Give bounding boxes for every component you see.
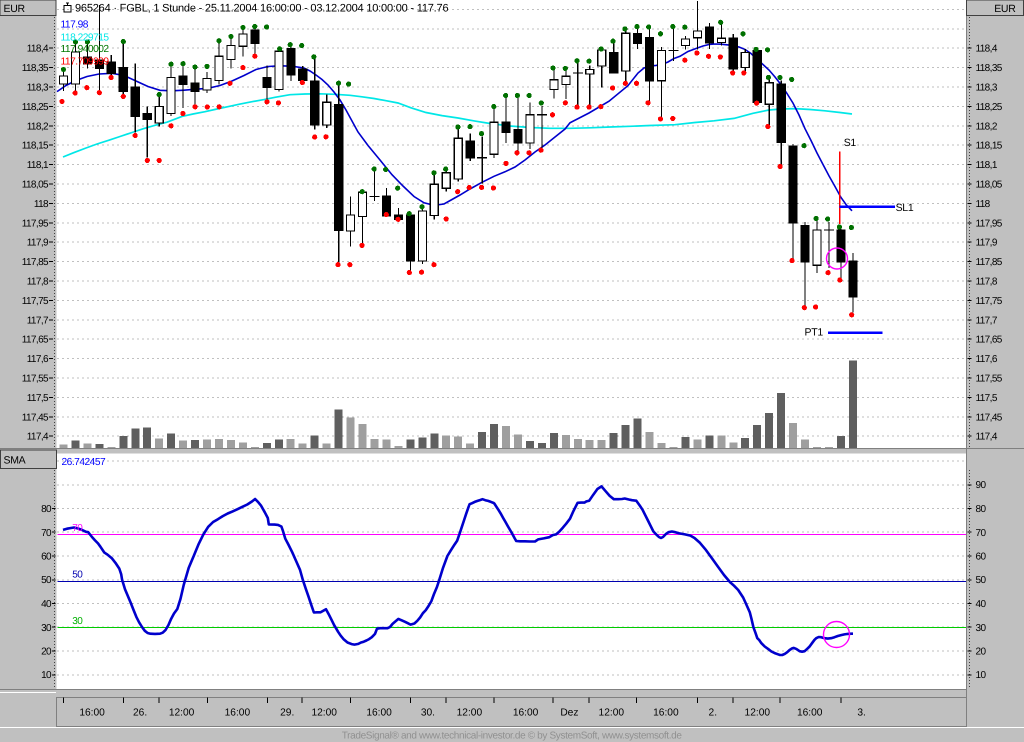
- svg-text:117,85: 117,85: [976, 257, 1003, 268]
- svg-text:117.709999: 117.709999: [61, 57, 110, 68]
- svg-text:50: 50: [72, 570, 83, 581]
- svg-text:SL1: SL1: [896, 202, 914, 214]
- svg-text:118,4: 118,4: [976, 44, 998, 55]
- svg-text:50: 50: [41, 575, 52, 586]
- svg-text:118,1: 118,1: [976, 160, 998, 171]
- svg-text:117,65: 117,65: [976, 335, 1003, 346]
- svg-text:30: 30: [72, 616, 83, 627]
- svg-text:60: 60: [976, 552, 987, 563]
- svg-text:117,65: 117,65: [22, 335, 49, 346]
- svg-text:118,05: 118,05: [22, 180, 49, 191]
- svg-text:117,8: 117,8: [27, 277, 49, 288]
- svg-text:90: 90: [976, 480, 987, 491]
- svg-text:118,2: 118,2: [976, 121, 998, 132]
- svg-text:70: 70: [72, 523, 83, 534]
- svg-text:30: 30: [976, 623, 987, 634]
- svg-text:50: 50: [976, 575, 987, 586]
- svg-text:118,1: 118,1: [27, 160, 49, 171]
- svg-text:117,95: 117,95: [976, 218, 1003, 229]
- svg-text:16:00: 16:00: [513, 708, 539, 719]
- svg-text:EUR: EUR: [994, 3, 1016, 15]
- svg-text:117,55: 117,55: [22, 374, 49, 385]
- svg-text:117,55: 117,55: [976, 374, 1003, 385]
- svg-text:117,7: 117,7: [976, 315, 998, 326]
- svg-text:29.: 29.: [280, 708, 294, 719]
- svg-text:117,6: 117,6: [976, 354, 998, 365]
- svg-text:TradeSignal® and www.technical: TradeSignal® and www.technical-investor.…: [342, 731, 683, 742]
- svg-text:10: 10: [41, 670, 52, 681]
- svg-text:118,05: 118,05: [976, 180, 1003, 191]
- svg-text:70: 70: [41, 528, 52, 539]
- svg-text:117.940002: 117.940002: [61, 44, 110, 55]
- svg-text:12:00: 12:00: [169, 708, 195, 719]
- svg-text:118,25: 118,25: [976, 102, 1003, 113]
- svg-text:118,15: 118,15: [22, 141, 49, 152]
- svg-text:117,45: 117,45: [22, 412, 49, 423]
- svg-text:965264 · FGBL, 1 Stunde - 25.1: 965264 · FGBL, 1 Stunde - 25.11.2004 16:…: [75, 3, 448, 15]
- svg-text:118.229715: 118.229715: [61, 33, 110, 44]
- svg-text:80: 80: [41, 504, 52, 515]
- svg-text:16:00: 16:00: [79, 708, 105, 719]
- svg-text:Dez: Dez: [560, 708, 578, 719]
- svg-text:117,45: 117,45: [976, 412, 1003, 423]
- svg-text:20: 20: [41, 647, 52, 658]
- svg-text:40: 40: [976, 599, 987, 610]
- svg-text:117,4: 117,4: [976, 432, 998, 443]
- svg-text:16:00: 16:00: [366, 708, 392, 719]
- svg-text:30: 30: [41, 623, 52, 634]
- svg-text:12:00: 12:00: [311, 708, 337, 719]
- svg-text:117.98: 117.98: [61, 20, 89, 31]
- svg-text:118,3: 118,3: [27, 83, 49, 94]
- svg-text:117,9: 117,9: [976, 238, 998, 249]
- svg-text:16:00: 16:00: [653, 708, 679, 719]
- svg-text:117,85: 117,85: [22, 257, 49, 268]
- svg-text:16:00: 16:00: [797, 708, 823, 719]
- svg-text:20: 20: [976, 647, 987, 658]
- svg-text:118,25: 118,25: [22, 102, 49, 113]
- svg-text:10: 10: [976, 670, 987, 681]
- svg-text:118,35: 118,35: [22, 63, 49, 74]
- svg-text:26.742457: 26.742457: [62, 457, 106, 468]
- svg-text:118,3: 118,3: [976, 83, 998, 94]
- svg-text:12:00: 12:00: [599, 708, 625, 719]
- svg-text:118,15: 118,15: [976, 141, 1003, 152]
- svg-text:16:00: 16:00: [225, 708, 251, 719]
- svg-text:EUR: EUR: [4, 3, 26, 15]
- svg-text:PT1: PT1: [805, 327, 824, 339]
- svg-text:60: 60: [41, 552, 52, 563]
- svg-text:117,7: 117,7: [27, 315, 49, 326]
- svg-text:40: 40: [41, 599, 52, 610]
- svg-text:80: 80: [976, 504, 987, 515]
- svg-text:2.: 2.: [709, 708, 718, 719]
- svg-text:S1: S1: [844, 137, 857, 149]
- svg-text:70: 70: [976, 528, 987, 539]
- svg-text:12:00: 12:00: [457, 708, 483, 719]
- svg-text:12:00: 12:00: [745, 708, 771, 719]
- svg-text:30.: 30.: [421, 708, 435, 719]
- svg-text:117,95: 117,95: [22, 218, 49, 229]
- svg-text:118,2: 118,2: [27, 121, 49, 132]
- svg-text:117,8: 117,8: [976, 277, 998, 288]
- svg-text:117,5: 117,5: [27, 393, 49, 404]
- svg-text:117,75: 117,75: [22, 296, 49, 307]
- svg-text:117,5: 117,5: [976, 393, 998, 404]
- svg-text:118,35: 118,35: [976, 63, 1003, 74]
- svg-text:117,9: 117,9: [27, 238, 49, 249]
- svg-text:118,4: 118,4: [27, 44, 49, 55]
- svg-text:SMA: SMA: [4, 455, 26, 467]
- svg-text:117,4: 117,4: [27, 432, 49, 443]
- svg-text:117,6: 117,6: [27, 354, 49, 365]
- svg-text:118: 118: [976, 199, 991, 210]
- svg-text:3.: 3.: [857, 708, 866, 719]
- svg-text:26.: 26.: [133, 708, 147, 719]
- svg-text:118: 118: [34, 199, 49, 210]
- svg-text:117,75: 117,75: [976, 296, 1003, 307]
